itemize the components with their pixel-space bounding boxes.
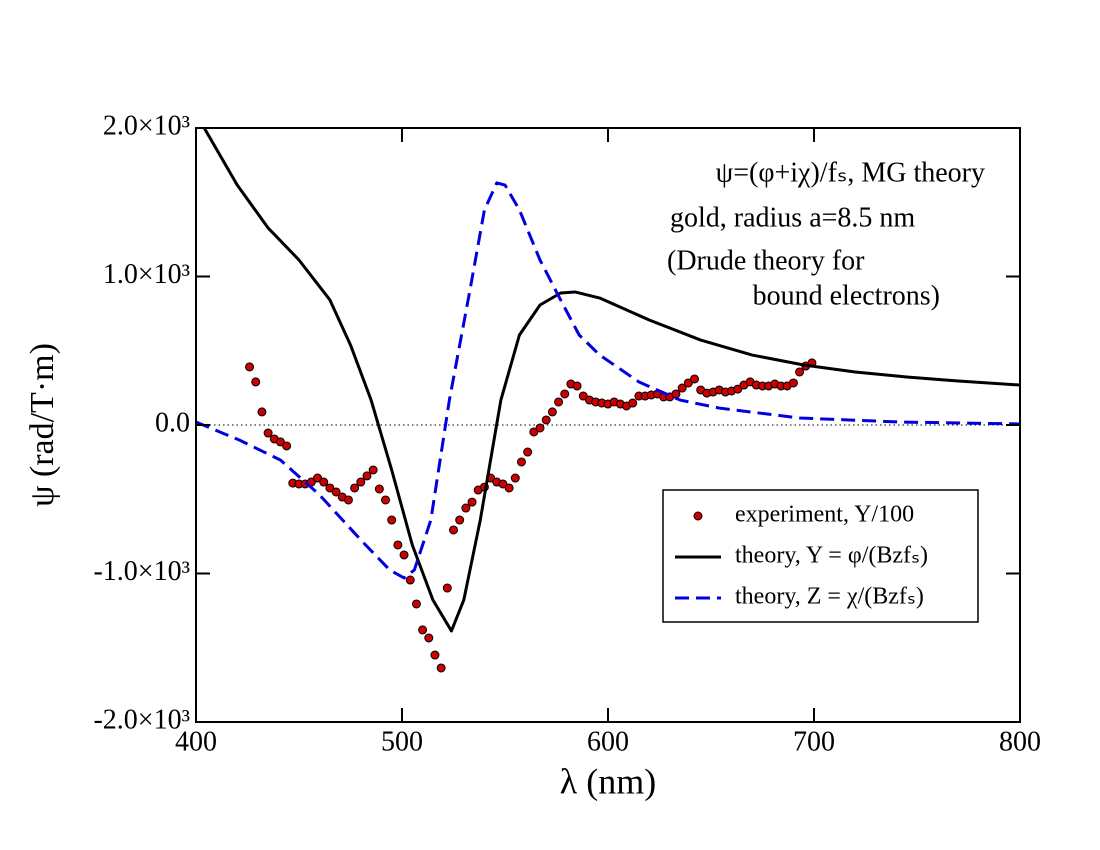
data-point (535, 423, 545, 433)
data-point (677, 383, 687, 393)
x-tick-label: 500 (381, 726, 423, 757)
y-tick-label: 2.0×10³ (103, 110, 190, 141)
data-point (430, 650, 440, 660)
data-point (245, 362, 255, 372)
data-point (498, 479, 508, 489)
data-point (282, 441, 292, 451)
data-point (467, 497, 477, 507)
legend-label: experiment, Y/100 (735, 502, 914, 528)
x-tick-label: 600 (587, 726, 629, 757)
data-point (405, 575, 415, 585)
y-tick-label: 1.0×10³ (103, 259, 190, 290)
series-line (196, 181, 1020, 580)
legend-marker (693, 511, 703, 521)
y-tick-label: 0.0 (155, 407, 190, 438)
data-point (461, 503, 471, 513)
data-point (343, 495, 353, 505)
data-point (257, 407, 267, 417)
data-point (436, 663, 446, 673)
data-point (251, 377, 261, 387)
data-point (319, 477, 329, 487)
data-point (628, 398, 638, 408)
data-point (795, 367, 805, 377)
annotation: ψ=(φ+iχ)/fₛ, MG theory (716, 157, 985, 188)
x-tick-label: 800 (999, 726, 1041, 757)
data-point (381, 495, 391, 505)
y-tick-label: -1.0×10³ (93, 556, 190, 587)
annotation: (Drude theory for (667, 245, 865, 276)
data-point (572, 381, 582, 391)
data-point (733, 384, 743, 394)
data-point (399, 550, 409, 560)
data-point (313, 473, 323, 483)
data-point (510, 473, 520, 483)
data-point (788, 378, 798, 388)
x-tick-label: 400 (175, 726, 217, 757)
data-point (541, 415, 551, 425)
data-point (374, 484, 384, 494)
data-point (387, 515, 397, 525)
data-point (362, 471, 372, 481)
legend-label: theory, Z = χ/(Bzfₛ) (735, 584, 924, 610)
x-axis-label: λ (nm) (560, 761, 656, 801)
data-point (418, 625, 428, 635)
y-axis-label: ψ (rad/T·m) (24, 343, 61, 507)
data-point (263, 428, 273, 438)
annotation: bound electrons) (753, 280, 940, 311)
data-point (529, 427, 539, 437)
data-point (449, 525, 458, 535)
data-point (560, 389, 570, 399)
data-point (578, 391, 588, 401)
data-point (275, 437, 285, 447)
data-point (368, 465, 378, 475)
data-point (523, 447, 533, 457)
data-point (516, 457, 526, 467)
data-point (683, 378, 693, 388)
x-tick-label: 700 (793, 726, 835, 757)
data-point (393, 540, 403, 550)
data-point (325, 483, 335, 493)
data-point (455, 515, 465, 525)
data-point (554, 397, 564, 407)
data-point (331, 487, 341, 497)
data-point (411, 599, 421, 609)
plot-area (196, 128, 1020, 673)
legend-label: theory, Y = φ/(Bzfₛ) (735, 543, 928, 569)
data-point (504, 483, 514, 493)
annotation: gold, radius a=8.5 nm (670, 202, 915, 233)
y-tick-label: -2.0×10³ (93, 704, 190, 735)
series-line (202, 128, 1020, 633)
data-point (350, 483, 360, 493)
data-point (356, 477, 366, 487)
data-point (442, 583, 452, 593)
data-point (547, 407, 557, 417)
data-point (424, 633, 434, 643)
data-point (690, 374, 700, 384)
